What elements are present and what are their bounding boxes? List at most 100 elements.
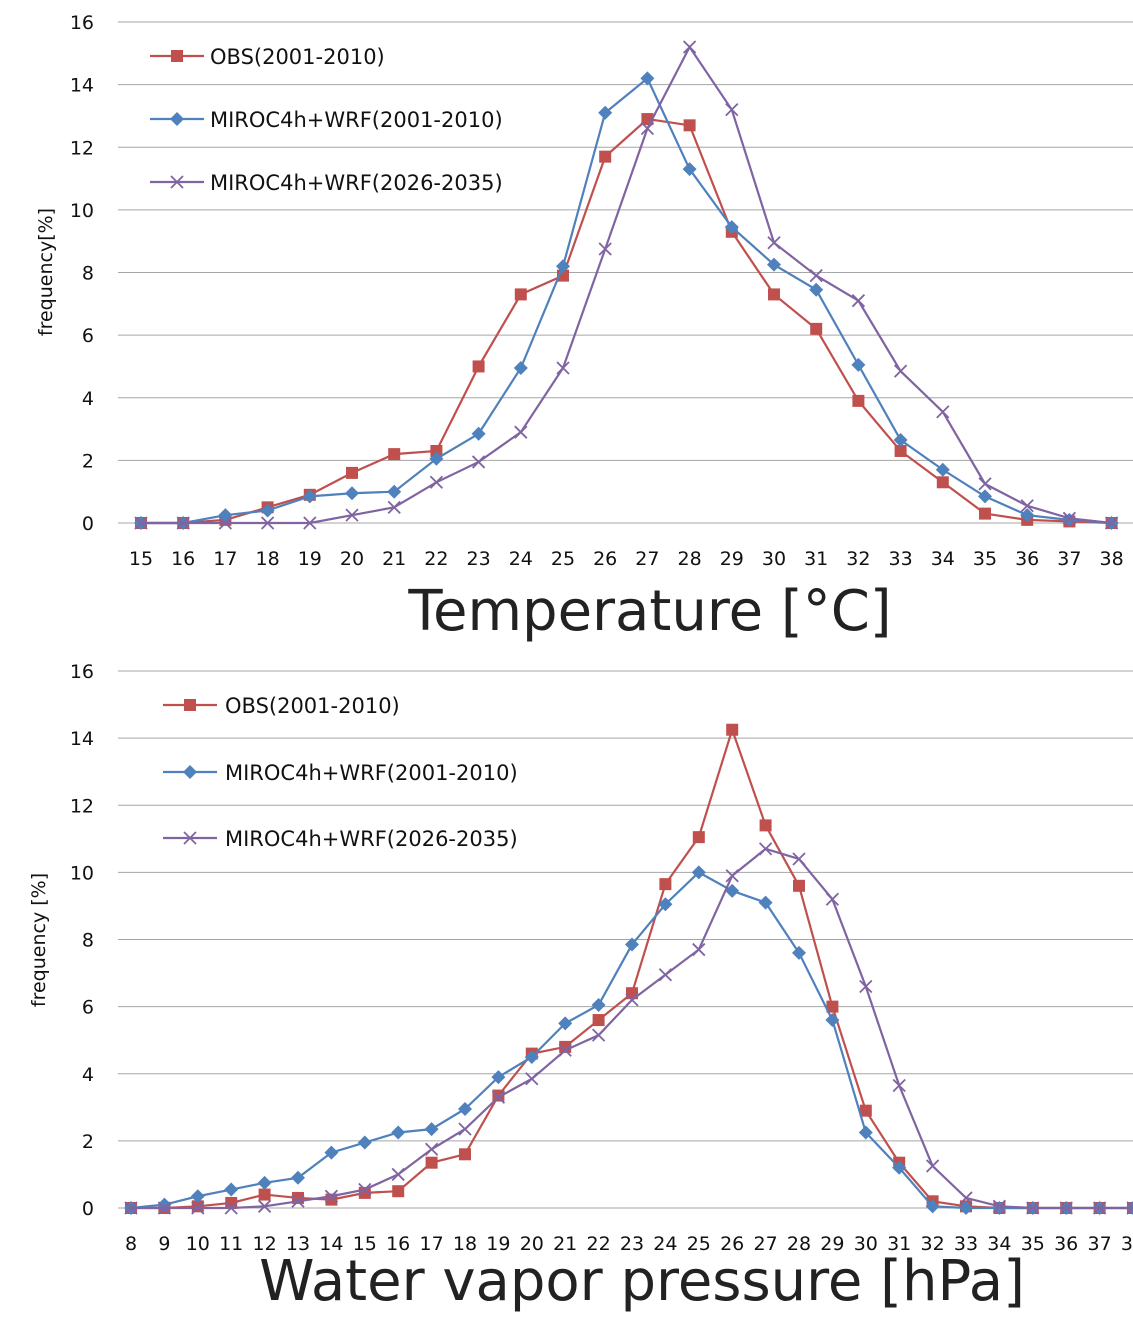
data-point-obs (936, 476, 949, 489)
data-point-miroc-past (257, 1175, 272, 1190)
data-point-miroc-past (792, 945, 806, 960)
data-point-miroc-past (424, 1122, 439, 1137)
data-point-miroc-future (191, 1201, 205, 1215)
x-tick-label: 35 (1021, 1233, 1045, 1255)
data-point-obs (894, 444, 907, 457)
x-tick-label: 33 (889, 548, 913, 570)
y-tick-label: 14 (70, 75, 94, 97)
data-point-miroc-future (514, 425, 528, 439)
data-point-miroc-past (524, 1049, 539, 1064)
data-point-miroc-past (925, 1199, 940, 1214)
data-point-miroc-past (591, 997, 606, 1012)
x-tick-label: 38 (1100, 548, 1124, 570)
data-point-obs (759, 819, 772, 832)
data-point-miroc-future (591, 1028, 606, 1042)
x-tick-label: 31 (804, 548, 828, 570)
x-tick-label: 17 (420, 1233, 444, 1255)
y-tick-label: 16 (70, 12, 94, 34)
data-point-miroc-past (858, 1125, 873, 1140)
x-tick-label: 8 (125, 1233, 137, 1255)
data-point-miroc-future (1059, 1201, 1073, 1215)
data-point-miroc-past (935, 462, 950, 477)
data-point-miroc-future (825, 892, 840, 906)
legend-marker (171, 50, 183, 62)
x-tick-label: 20 (340, 548, 364, 570)
x-tick-label: 15 (129, 548, 153, 570)
data-point-miroc-future (491, 1090, 506, 1104)
x-tick-label: 26 (720, 1233, 744, 1255)
x-tick-label: 23 (467, 548, 491, 570)
legend-label: OBS(2001-2010) (210, 45, 385, 69)
data-point-miroc-past (345, 486, 359, 501)
data-point-miroc-future (218, 516, 233, 530)
data-point-miroc-future (1126, 1201, 1133, 1215)
data-point-miroc-past (387, 484, 402, 499)
x-tick-label: 15 (353, 1233, 377, 1255)
data-point-miroc-past (260, 503, 275, 518)
y-tick-label: 16 (70, 661, 94, 683)
data-point-obs (826, 1000, 839, 1013)
y-tick-label: 6 (82, 325, 94, 347)
data-point-miroc-past (556, 259, 570, 274)
x-tick-label: 37 (1057, 548, 1081, 570)
data-point-miroc-past (682, 162, 697, 177)
legend-label: MIROC4h+WRF(2001-2010) (225, 761, 518, 785)
legend-marker (183, 831, 197, 845)
data-point-miroc-future (345, 508, 359, 522)
x-tick-label: 18 (256, 548, 280, 570)
x-tick-label: 28 (787, 1233, 811, 1255)
data-point-miroc-past (302, 489, 317, 504)
data-point-obs (346, 466, 358, 479)
y-axis-title: frequency[%] (35, 208, 57, 336)
series-miroc-past (124, 865, 1133, 1215)
x-tick-label: 10 (186, 1233, 210, 1255)
data-point-obs (392, 1185, 405, 1198)
series-line-miroc-future (131, 847, 1133, 1210)
data-point-miroc-future (458, 1122, 472, 1136)
data-point-miroc-past (458, 1101, 472, 1116)
data-point-miroc-future (1020, 499, 1034, 513)
x-tick-label: 34 (931, 548, 955, 570)
x-tick-label: 26 (593, 548, 617, 570)
data-point-miroc-past (892, 1160, 907, 1175)
data-point-miroc-past (809, 282, 824, 297)
legend-label: OBS(2001-2010) (225, 694, 400, 718)
data-point-miroc-future (892, 1078, 906, 1093)
data-point-miroc-future (134, 516, 148, 530)
legend-label: MIROC4h+WRF(2001-2010) (210, 108, 503, 132)
data-point-miroc-future (792, 852, 806, 866)
x-tick-label: 23 (620, 1233, 644, 1255)
x-tick-label: 13 (286, 1233, 310, 1255)
data-point-miroc-past (851, 357, 866, 372)
data-point-miroc-future (851, 294, 866, 308)
data-point-miroc-future (1104, 516, 1119, 530)
data-point-miroc-future (525, 1072, 539, 1086)
y-tick-label: 0 (82, 513, 94, 535)
data-point-miroc-future (758, 842, 773, 856)
data-point-miroc-future (859, 979, 873, 994)
data-point-miroc-past (625, 937, 639, 952)
data-point-miroc-future (157, 1201, 172, 1215)
series-miroc-future (124, 842, 1133, 1215)
data-point-obs (683, 119, 696, 132)
x-tick-label: 37 (1088, 1233, 1112, 1255)
data-point-obs (852, 394, 865, 407)
data-point-miroc-past (598, 105, 613, 120)
data-point-obs (492, 1089, 505, 1102)
y-tick-label: 8 (82, 263, 94, 285)
data-point-miroc-future (291, 1194, 305, 1208)
x-tick-label: 32 (846, 548, 870, 570)
data-point-miroc-future (893, 364, 908, 378)
series-line-miroc-past (141, 76, 1112, 525)
x-tick-label: 34 (987, 1233, 1011, 1255)
series-line-miroc-past (130, 871, 1133, 1210)
data-point-miroc-past (893, 433, 908, 448)
data-point-miroc-past (767, 257, 781, 272)
x-tick-label: 38 (1121, 1233, 1133, 1255)
data-point-obs (810, 322, 823, 335)
x-tick-label: 14 (319, 1233, 343, 1255)
data-point-obs (191, 1200, 204, 1213)
legend-marker (170, 175, 184, 189)
x-tick-label: 12 (253, 1233, 277, 1255)
